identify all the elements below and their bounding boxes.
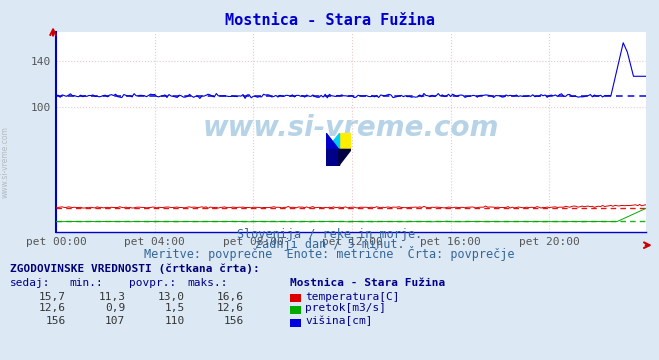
Polygon shape [326,133,339,149]
Text: povpr.:: povpr.: [129,278,176,288]
Text: 12,6: 12,6 [39,303,66,314]
Text: ZGODOVINSKE VREDNOSTI (črtkana črta):: ZGODOVINSKE VREDNOSTI (črtkana črta): [10,263,260,274]
Text: 13,0: 13,0 [158,292,185,302]
Text: www.si-vreme.com: www.si-vreme.com [1,126,10,198]
Text: min.:: min.: [69,278,103,288]
Text: Meritve: povprečne  Enote: metrične  Črta: povprečje: Meritve: povprečne Enote: metrične Črta:… [144,247,515,261]
Text: 0,9: 0,9 [105,303,125,314]
Text: 15,7: 15,7 [39,292,66,302]
Text: višina[cm]: višina[cm] [305,316,372,326]
Text: Mostnica - Stara Fužina: Mostnica - Stara Fužina [290,278,445,288]
Text: 107: 107 [105,316,125,326]
Text: 16,6: 16,6 [217,292,244,302]
Text: 110: 110 [164,316,185,326]
Text: www.si-vreme.com: www.si-vreme.com [203,114,499,142]
Text: 11,3: 11,3 [98,292,125,302]
Text: 1,5: 1,5 [164,303,185,314]
Bar [339,133,351,149]
Text: pretok[m3/s]: pretok[m3/s] [305,303,386,314]
Text: zadnji dan / 5 minut.: zadnji dan / 5 minut. [254,238,405,251]
Text: 156: 156 [223,316,244,326]
Text: Mostnica - Stara Fužina: Mostnica - Stara Fužina [225,13,434,28]
Polygon shape [339,149,351,166]
Text: temperatura[C]: temperatura[C] [305,292,399,302]
Text: 12,6: 12,6 [217,303,244,314]
Text: Slovenija / reke in morje.: Slovenija / reke in morje. [237,228,422,241]
Polygon shape [326,133,339,149]
Text: maks.:: maks.: [188,278,228,288]
Text: 156: 156 [45,316,66,326]
Bar [326,149,339,166]
Text: sedaj:: sedaj: [10,278,50,288]
